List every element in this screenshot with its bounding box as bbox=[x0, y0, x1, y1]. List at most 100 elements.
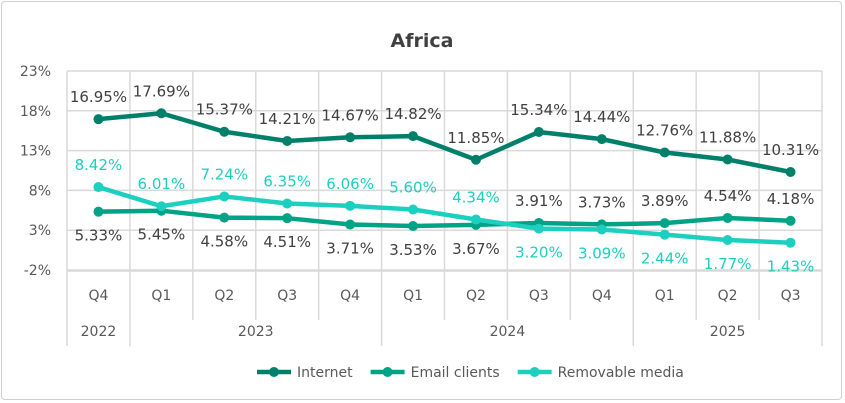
legend-marker bbox=[269, 367, 279, 377]
x-tick-label: Q1 bbox=[403, 288, 423, 304]
data-point bbox=[282, 213, 293, 224]
data-point bbox=[785, 167, 796, 178]
data-label: 4.58% bbox=[200, 233, 248, 251]
x-tick-label: Q2 bbox=[718, 288, 738, 304]
data-point bbox=[596, 134, 607, 145]
data-point bbox=[785, 237, 796, 248]
data-point bbox=[659, 218, 670, 229]
data-label: 5.60% bbox=[389, 179, 437, 197]
data-point bbox=[408, 131, 419, 142]
series-line-removable-media bbox=[97, 184, 791, 245]
data-label: 3.89% bbox=[641, 192, 689, 210]
data-label: 3.53% bbox=[389, 241, 437, 259]
legend: Internet Email clients Removable media bbox=[257, 365, 684, 381]
gridlines bbox=[66, 70, 823, 346]
x-tick-label: Q3 bbox=[277, 288, 297, 304]
data-label: 4.54% bbox=[704, 187, 752, 205]
data-point bbox=[408, 220, 419, 231]
data-label: 1.77% bbox=[704, 255, 752, 273]
data-label: 16.95% bbox=[70, 88, 127, 106]
data-label: 10.31% bbox=[762, 141, 819, 159]
data-point bbox=[722, 234, 733, 245]
x-tick-label: Q1 bbox=[151, 288, 171, 304]
data-point bbox=[345, 132, 356, 143]
data-labels: 16.95% 17.69% 15.37% 14.21% 14.67% 14.82% 11.8… bbox=[70, 82, 819, 275]
data-label: 11.88% bbox=[699, 129, 756, 147]
x-tick-label: Q4 bbox=[88, 288, 108, 304]
data-point bbox=[93, 182, 104, 193]
data-point bbox=[596, 224, 607, 235]
data-point bbox=[659, 229, 670, 240]
data-label: 6.01% bbox=[138, 175, 186, 193]
data-label: 2.44% bbox=[641, 250, 689, 268]
data-point bbox=[533, 126, 544, 137]
data-label: 11.85% bbox=[447, 129, 504, 147]
data-point bbox=[722, 212, 733, 223]
data-label: 3.73% bbox=[578, 193, 626, 211]
legend-label: Email clients bbox=[411, 365, 500, 381]
data-label: 17.69% bbox=[133, 82, 190, 100]
data-point bbox=[219, 212, 230, 223]
x-tick-label: Q3 bbox=[529, 288, 549, 304]
data-point bbox=[345, 219, 356, 230]
year-label: 2022 bbox=[81, 324, 117, 340]
data-label: 7.24% bbox=[200, 165, 248, 183]
data-point bbox=[282, 135, 293, 146]
data-point bbox=[408, 204, 419, 215]
data-label: 14.82% bbox=[384, 105, 441, 123]
data-point bbox=[470, 214, 481, 225]
series-line-email-clients bbox=[98, 208, 791, 229]
data-label: 8.42% bbox=[75, 156, 123, 174]
legend-marker bbox=[529, 367, 540, 377]
y-tick-label: 13% bbox=[20, 144, 51, 160]
data-point bbox=[659, 147, 670, 158]
data-label: 1.43% bbox=[767, 258, 815, 276]
data-point bbox=[93, 206, 104, 217]
data-label: 14.67% bbox=[322, 106, 379, 124]
data-label: 6.06% bbox=[326, 175, 374, 193]
data-label: 3.67% bbox=[452, 240, 500, 258]
x-tick-label: Q1 bbox=[655, 288, 675, 304]
x-tick-label: Q3 bbox=[781, 288, 801, 304]
data-label: 15.37% bbox=[196, 101, 253, 119]
series-lines bbox=[93, 108, 796, 248]
data-label: 4.34% bbox=[452, 189, 500, 207]
year-label: 2025 bbox=[710, 324, 746, 340]
data-label: 5.33% bbox=[75, 227, 123, 245]
legend-label: Internet bbox=[297, 365, 353, 381]
data-label: 15.34% bbox=[510, 101, 567, 119]
data-point bbox=[219, 191, 230, 202]
y-tick-label: 8% bbox=[29, 183, 51, 199]
data-point bbox=[785, 215, 796, 226]
data-point bbox=[470, 154, 481, 165]
data-label: 14.44% bbox=[573, 108, 630, 126]
data-label: 3.09% bbox=[578, 244, 626, 262]
y-tick-label: -2% bbox=[24, 263, 51, 279]
data-label: 3.91% bbox=[515, 192, 563, 210]
x-tick-label: Q2 bbox=[466, 288, 486, 304]
chart-title: Africa bbox=[391, 30, 454, 52]
data-point bbox=[282, 198, 293, 209]
data-label: 3.71% bbox=[326, 240, 374, 258]
data-label: 12.76% bbox=[636, 122, 693, 140]
data-label: 3.20% bbox=[515, 244, 563, 262]
data-label: 5.45% bbox=[138, 226, 186, 244]
data-point bbox=[722, 154, 733, 165]
data-point bbox=[156, 201, 167, 212]
data-label: 4.18% bbox=[767, 190, 815, 208]
legend-label: Removable media bbox=[558, 365, 684, 381]
x-tick-label: Q2 bbox=[214, 288, 234, 304]
legend-marker bbox=[382, 367, 393, 377]
y-tick-label: 18% bbox=[20, 104, 51, 120]
y-tick-label: 23% bbox=[20, 64, 51, 80]
x-tick-label: Q4 bbox=[592, 288, 612, 304]
data-point bbox=[345, 200, 356, 211]
year-label: 2024 bbox=[490, 324, 526, 340]
data-point bbox=[219, 126, 230, 137]
data-point bbox=[533, 223, 544, 234]
data-label: 6.35% bbox=[263, 173, 311, 191]
y-tick-label: 3% bbox=[29, 223, 51, 239]
data-label: 14.21% bbox=[259, 110, 316, 128]
data-point bbox=[93, 114, 104, 125]
